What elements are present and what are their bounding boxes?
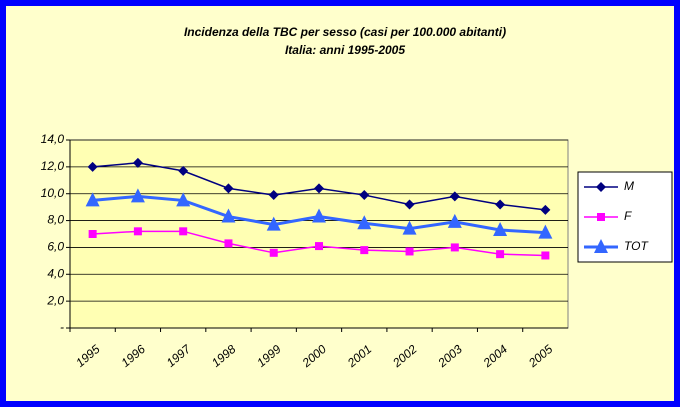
marker: [268, 190, 279, 201]
y-tick-label: -: [60, 320, 64, 334]
marker: [130, 188, 145, 203]
marker: [178, 165, 189, 176]
chart-title: Incidenza della TBC per sesso (casi per …: [184, 25, 506, 39]
marker: [315, 242, 323, 251]
marker: [223, 183, 234, 194]
legend-marker: [594, 239, 608, 253]
marker: [88, 230, 97, 238]
marker: [493, 221, 508, 236]
marker: [176, 192, 191, 207]
marker: [450, 243, 459, 252]
marker: [85, 192, 100, 207]
marker: [447, 213, 462, 228]
plot-area: [69, 139, 569, 329]
marker: [266, 216, 281, 231]
y-tick-label: 4,0: [47, 266, 64, 280]
legend-marker: [597, 213, 605, 221]
marker: [312, 208, 326, 223]
marker: [179, 227, 188, 236]
marker: [404, 199, 415, 210]
marker: [402, 220, 417, 235]
chart-subtitle: Italia: anni 1995-2005: [285, 43, 405, 57]
marker: [495, 199, 506, 210]
marker: [357, 215, 372, 230]
marker: [496, 250, 505, 259]
y-tick-label: 10,0: [41, 186, 65, 200]
marker: [360, 246, 369, 255]
marker: [132, 157, 143, 168]
marker: [449, 191, 460, 202]
marker: [541, 251, 550, 260]
legend-marker: [596, 182, 606, 192]
y-tick-label: 12,0: [41, 159, 65, 173]
marker: [538, 224, 553, 239]
legend-label: F: [624, 209, 632, 223]
y-tick-label: 2,0: [46, 293, 64, 307]
marker: [540, 204, 551, 215]
legend-label: M: [624, 179, 634, 193]
marker: [269, 248, 278, 257]
y-tick-label: 8,0: [47, 213, 64, 227]
y-tick-label: 6,0: [47, 240, 64, 254]
marker: [314, 183, 324, 194]
y-tick-label: 14,0: [41, 132, 65, 146]
legend-label: TOT: [624, 239, 649, 253]
marker: [133, 227, 142, 236]
marker: [405, 247, 414, 256]
marker: [359, 190, 370, 201]
marker: [87, 161, 98, 172]
marker: [221, 208, 236, 223]
marker: [224, 239, 233, 248]
